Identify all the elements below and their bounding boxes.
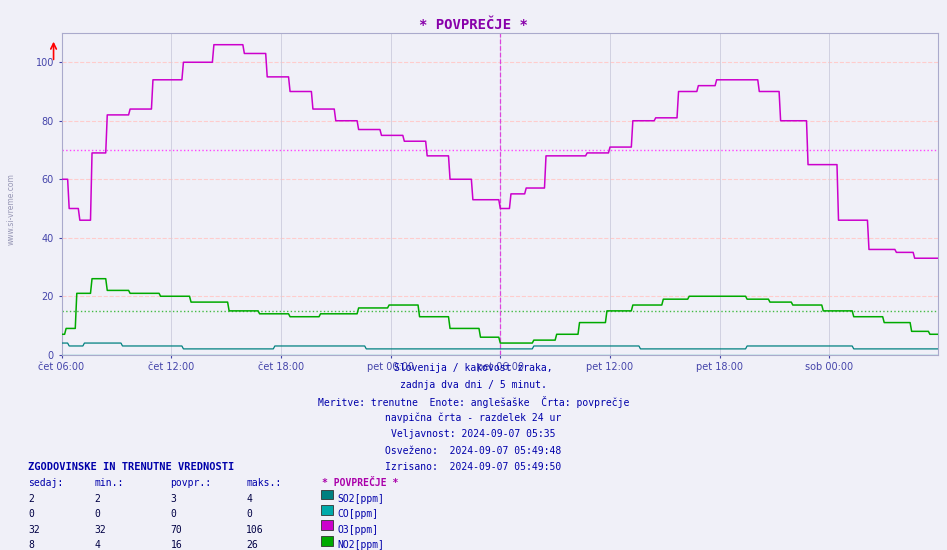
Text: 32: 32 bbox=[28, 525, 40, 535]
Text: 2: 2 bbox=[95, 494, 100, 504]
Text: * POVPREČJE *: * POVPREČJE * bbox=[322, 478, 399, 488]
Text: Slovenija / kakovost zraka,: Slovenija / kakovost zraka, bbox=[394, 363, 553, 373]
Text: 4: 4 bbox=[246, 494, 252, 504]
Text: Osveženo:  2024-09-07 05:49:48: Osveženo: 2024-09-07 05:49:48 bbox=[385, 446, 562, 455]
Text: 2: 2 bbox=[28, 494, 34, 504]
Text: 32: 32 bbox=[95, 525, 106, 535]
Text: povpr.:: povpr.: bbox=[170, 478, 211, 488]
Text: ZGODOVINSKE IN TRENUTNE VREDNOSTI: ZGODOVINSKE IN TRENUTNE VREDNOSTI bbox=[28, 462, 235, 472]
Text: 70: 70 bbox=[170, 525, 182, 535]
Text: 0: 0 bbox=[170, 509, 176, 519]
Text: 3: 3 bbox=[170, 494, 176, 504]
Text: O3[ppm]: O3[ppm] bbox=[337, 525, 378, 535]
Text: NO2[ppm]: NO2[ppm] bbox=[337, 540, 384, 550]
Text: * POVPREČJE *: * POVPREČJE * bbox=[420, 18, 527, 31]
Text: SO2[ppm]: SO2[ppm] bbox=[337, 494, 384, 504]
Text: Meritve: trenutne  Enote: anglešaške  Črta: povprečje: Meritve: trenutne Enote: anglešaške Črta… bbox=[318, 396, 629, 408]
Text: min.:: min.: bbox=[95, 478, 124, 488]
Text: 0: 0 bbox=[28, 509, 34, 519]
Text: navpična črta - razdelek 24 ur: navpična črta - razdelek 24 ur bbox=[385, 412, 562, 423]
Text: 16: 16 bbox=[170, 540, 182, 550]
Text: 4: 4 bbox=[95, 540, 100, 550]
Text: 0: 0 bbox=[246, 509, 252, 519]
Text: Veljavnost: 2024-09-07 05:35: Veljavnost: 2024-09-07 05:35 bbox=[391, 429, 556, 439]
Text: 106: 106 bbox=[246, 525, 264, 535]
Text: Izrisano:  2024-09-07 05:49:50: Izrisano: 2024-09-07 05:49:50 bbox=[385, 462, 562, 472]
Text: CO[ppm]: CO[ppm] bbox=[337, 509, 378, 519]
Text: sedaj:: sedaj: bbox=[28, 478, 63, 488]
Text: 0: 0 bbox=[95, 509, 100, 519]
Text: 8: 8 bbox=[28, 540, 34, 550]
Text: www.si-vreme.com: www.si-vreme.com bbox=[7, 173, 16, 245]
Text: zadnja dva dni / 5 minut.: zadnja dva dni / 5 minut. bbox=[400, 379, 547, 389]
Text: maks.:: maks.: bbox=[246, 478, 281, 488]
Text: 26: 26 bbox=[246, 540, 258, 550]
